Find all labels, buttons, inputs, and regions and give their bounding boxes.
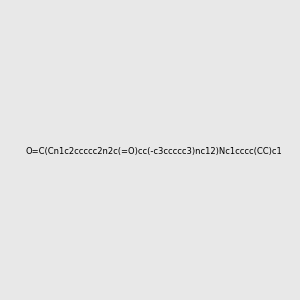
Text: O=C(Cn1c2ccccc2n2c(=O)cc(-c3ccccc3)nc12)Nc1cccc(CC)c1: O=C(Cn1c2ccccc2n2c(=O)cc(-c3ccccc3)nc12)… — [26, 147, 282, 156]
